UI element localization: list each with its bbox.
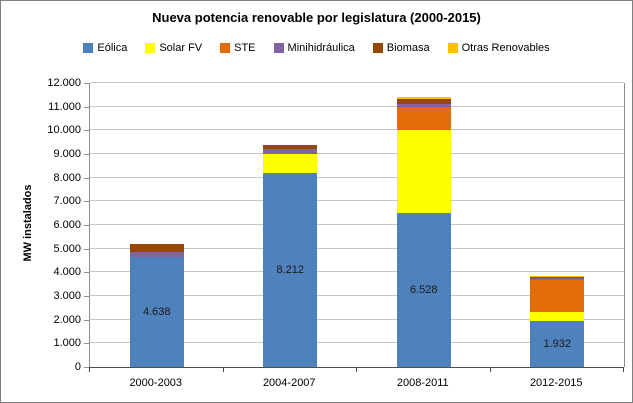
y-tick-label: 5.000 [53, 242, 81, 255]
y-tick-label: 9.000 [53, 148, 81, 160]
plot-area: 4.638 8.212 6.528 1.932 [89, 82, 625, 367]
gridline [90, 342, 624, 344]
chart-title: Nueva potencia renovable por legislatura… [152, 10, 481, 25]
legend: Eólica Solar FV STE Minihidráulica Biomasa Ot… [1, 42, 632, 54]
y-tick-label: 1.000 [53, 337, 81, 350]
gridline [90, 129, 624, 131]
legend-label: STE [234, 42, 256, 54]
data-label: 1.932 [543, 338, 572, 351]
y-axis-tick [84, 225, 89, 226]
y-axis-tick [84, 177, 89, 179]
legend-label: Eólica [97, 42, 128, 54]
legend-label: Solar FV [159, 42, 203, 54]
legend-swatch [372, 43, 383, 53]
bar-segment-Biomasa [396, 98, 451, 104]
y-axis-tick [84, 154, 89, 155]
bar-segment-Biomasa [530, 276, 585, 278]
x-category-label: 2012-2015 [529, 377, 583, 389]
bar-segment-Eólica [396, 212, 451, 367]
x-category-label: 2004-2007 [262, 377, 316, 389]
legend-swatch [145, 43, 156, 53]
x-axis-tick [623, 368, 624, 372]
y-tick-label: 10.000 [47, 124, 81, 137]
bar-segment-Solar FV [530, 311, 585, 322]
bar-segment-Minihidráulica [263, 148, 318, 154]
gridline [90, 224, 624, 225]
legend-item: STE [220, 42, 256, 54]
legend-swatch [83, 43, 94, 53]
bar-segment-Otras Renovables [530, 276, 585, 277]
y-axis-tick [84, 83, 89, 84]
gridline [90, 318, 624, 320]
bar-segment-Biomasa [129, 243, 184, 253]
legend-item: Otras Renovables [447, 42, 550, 54]
bar-segment-STE [396, 107, 451, 130]
data-label: 6.528 [409, 283, 438, 296]
gridline [90, 295, 624, 296]
gridline [90, 271, 624, 273]
y-tick-label: 4.000 [53, 266, 81, 279]
y-axis-tick [84, 248, 89, 250]
y-tick-label: 3.000 [53, 290, 81, 302]
bar-segment-Otras Renovables [396, 97, 451, 99]
y-axis-tick [84, 201, 89, 203]
legend-label: Minihidráulica [287, 42, 355, 54]
bar-segment-Solar FV [396, 129, 451, 213]
bar-segment-Biomasa [263, 144, 318, 149]
data-label: 4.638 [142, 306, 171, 319]
y-tick-label: 12.000 [47, 77, 81, 89]
gridline [90, 105, 624, 107]
legend-swatch [447, 43, 458, 53]
y-axis-tick [84, 130, 89, 132]
y-axis-tick [84, 272, 89, 274]
y-tick-label: 7.000 [53, 195, 81, 208]
bar-segment-Solar FV [263, 153, 318, 173]
bar-segment-Minihidráulica [530, 277, 585, 281]
bar-2004-2007: 8.212 [263, 144, 318, 367]
bar-segment-Eólica [530, 321, 585, 367]
gridline [90, 247, 624, 249]
data-label: 8.212 [276, 263, 305, 276]
gridline [90, 153, 624, 154]
y-tick-label: 8.000 [53, 171, 81, 184]
y-tick-label: 6.000 [53, 219, 81, 231]
x-axis-line [89, 367, 624, 368]
bar-segment-Minihidráulica [396, 103, 451, 108]
y-axis-tick [84, 296, 89, 297]
x-axis-tick [222, 368, 224, 372]
legend-item: Biomasa [372, 42, 430, 54]
bar-segment-Eólica [129, 257, 184, 367]
gridline [90, 82, 624, 83]
legend-swatch [220, 43, 231, 53]
legend-swatch [273, 43, 284, 53]
y-tick-label: 2.000 [53, 313, 81, 326]
x-category-label: 2000-2003 [129, 377, 183, 389]
x-category-label: 2008-2011 [396, 377, 449, 389]
gridline [90, 176, 624, 178]
legend-label: Otras Renovables [461, 42, 550, 54]
legend-item: Eólica [83, 42, 127, 54]
bar-segment-Eólica [263, 172, 318, 367]
bar-2008-2011: 6.528 [396, 97, 451, 367]
y-axis-tick [84, 106, 89, 108]
bar-2012-2015: 1.932 [530, 276, 585, 367]
bar-segment-STE [530, 280, 585, 312]
legend-label: Biomasa [386, 42, 430, 54]
y-tick-label: 11.000 [48, 100, 81, 113]
x-axis-tick [356, 368, 357, 372]
y-axis-tick [84, 367, 89, 368]
legend-item: Minihidráulica [273, 42, 355, 54]
gridline [90, 200, 624, 202]
x-axis-tick [89, 368, 90, 372]
x-axis-tick [489, 368, 491, 372]
y-axis-tick [84, 319, 89, 321]
bar-2000-2003: 4.638 [129, 243, 184, 367]
bar-segment-Minihidráulica [129, 252, 184, 258]
y-axis-tick [84, 343, 89, 345]
y-tick-label: 0 [74, 361, 81, 373]
legend-item: Solar FV [145, 42, 202, 54]
